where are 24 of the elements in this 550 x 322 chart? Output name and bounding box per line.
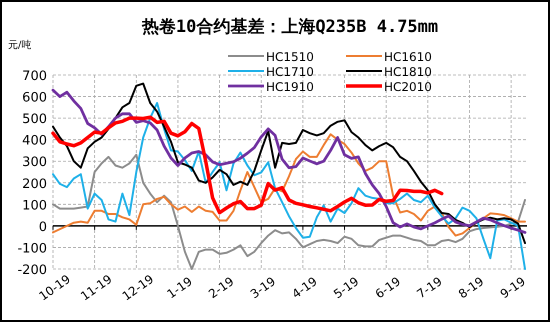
line-series: [51, 115, 444, 214]
y-tick-label: 200: [22, 176, 47, 192]
legend-label: HC2010: [384, 80, 432, 94]
chart-title: 热卷10合约基差：上海Q235B 4.75mm: [140, 17, 438, 37]
y-tick-label: 0: [38, 220, 47, 235]
y-tick-label: 600: [22, 90, 47, 106]
y-tick-label: -100: [17, 241, 47, 256]
legend-label: HC1910: [266, 80, 314, 94]
line-series: [52, 133, 526, 237]
y-tick-label: 100: [22, 198, 47, 214]
x-tick-label: 4-19: [289, 274, 320, 302]
legend-label: HC1810: [384, 65, 432, 79]
legend-label: HC1710: [266, 65, 314, 79]
y-tick-label: 300: [22, 155, 47, 170]
y-tick-label: 400: [22, 134, 47, 149]
y-tick-label: 500: [22, 112, 47, 128]
x-tick-label: 8-19: [456, 274, 486, 302]
legend-label: HC1510: [266, 50, 314, 64]
y-axis-title: 元/吨: [8, 39, 32, 51]
x-tick-label: 6-19: [372, 274, 404, 302]
y-tick-label: -200: [17, 263, 47, 278]
x-tick-label: 7-19: [414, 274, 445, 302]
y-tick-label: 700: [22, 69, 47, 84]
legend-label: HC1610: [384, 50, 432, 64]
